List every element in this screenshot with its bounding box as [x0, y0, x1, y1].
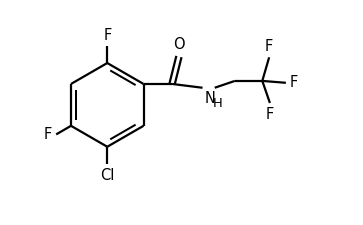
Text: Cl: Cl — [100, 168, 114, 183]
Text: F: F — [44, 127, 52, 142]
Text: F: F — [266, 107, 274, 122]
Text: O: O — [173, 37, 185, 52]
Text: F: F — [103, 28, 111, 43]
Text: F: F — [265, 38, 273, 54]
Text: F: F — [290, 75, 298, 90]
Text: H: H — [213, 97, 223, 110]
Text: N: N — [204, 91, 215, 106]
